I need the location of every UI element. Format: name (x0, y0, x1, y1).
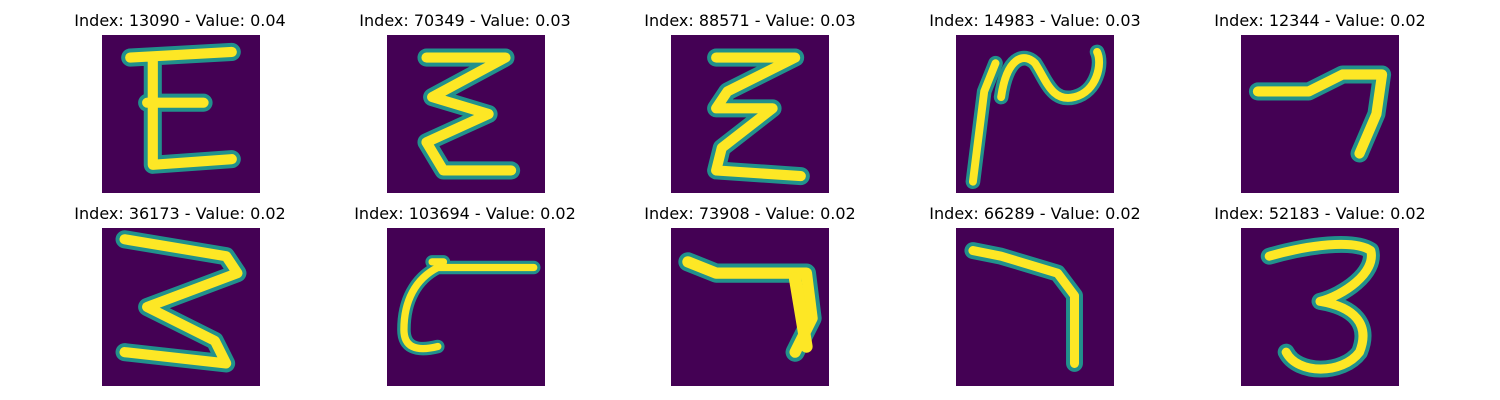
panel-title: Index: 88571 - Value: 0.03 (644, 11, 856, 30)
panel-title: Index: 70349 - Value: 0.03 (359, 11, 571, 30)
digit-image (956, 35, 1114, 193)
panel-title: Index: 36173 - Value: 0.02 (74, 204, 286, 223)
panel-title: Index: 52183 - Value: 0.02 (1214, 204, 1426, 223)
digit-image (1241, 35, 1399, 193)
digit-image (387, 228, 545, 386)
digit-image (671, 35, 829, 193)
panel-title: Index: 14983 - Value: 0.03 (929, 11, 1141, 30)
digit-image (1241, 228, 1399, 386)
digit-image (102, 35, 260, 193)
digit-image (387, 35, 545, 193)
digit-image (671, 228, 829, 386)
panel-title: Index: 66289 - Value: 0.02 (929, 204, 1141, 223)
panel-title: Index: 103694 - Value: 0.02 (354, 204, 576, 223)
panel-title: Index: 12344 - Value: 0.02 (1214, 11, 1426, 30)
digit-image (102, 228, 260, 386)
digit-image (956, 228, 1114, 386)
panel-title: Index: 73908 - Value: 0.02 (644, 204, 856, 223)
panel-title: Index: 13090 - Value: 0.04 (74, 11, 286, 30)
